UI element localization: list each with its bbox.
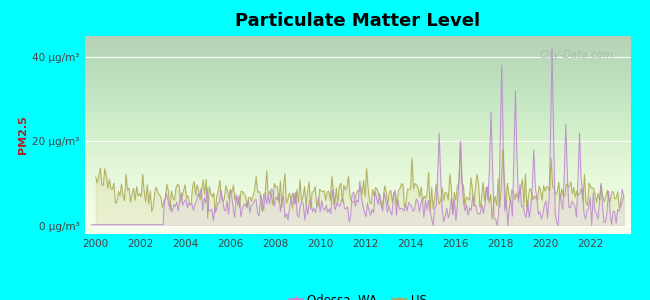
- Y-axis label: PM2.5: PM2.5: [18, 116, 28, 154]
- Legend: Odessa, WA, US: Odessa, WA, US: [284, 289, 431, 300]
- Title: Particulate Matter Level: Particulate Matter Level: [235, 12, 480, 30]
- Text: City-Data.com: City-Data.com: [540, 50, 614, 60]
